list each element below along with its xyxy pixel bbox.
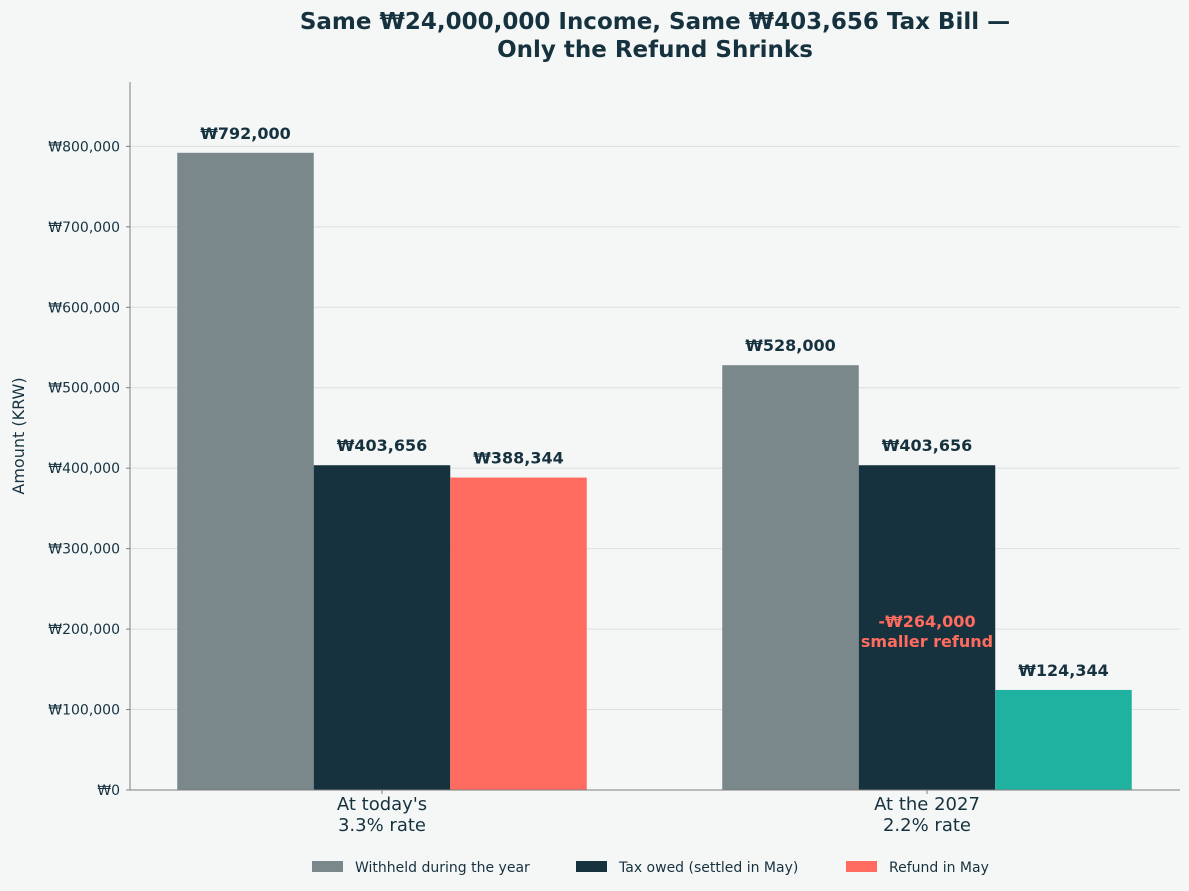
bar — [177, 152, 314, 791]
legend-label: Tax owed (settled in May) — [618, 860, 798, 876]
bar — [995, 689, 1132, 790]
y-tick-label: ₩800,000 — [48, 139, 120, 155]
data-label: ₩124,344 — [1018, 661, 1109, 680]
axes — [129, 82, 1180, 791]
legend-swatch — [846, 861, 877, 872]
chart-title-line-2: Only the Refund Shrinks — [497, 37, 813, 63]
data-label: ₩528,000 — [745, 336, 836, 355]
y-tick-label: ₩700,000 — [48, 220, 120, 236]
bar — [858, 465, 996, 790]
bar — [722, 365, 859, 790]
y-tick-label: ₩300,000 — [48, 542, 120, 558]
legend-label: Refund in May — [889, 860, 989, 876]
x-tick-label: At the 2027 — [874, 794, 980, 815]
y-tick-label: ₩400,000 — [48, 461, 120, 477]
data-label: ₩792,000 — [200, 124, 291, 143]
legend: Withheld during the year Tax owed (settle… — [312, 860, 989, 876]
annotation-text: smaller refund — [861, 632, 993, 651]
y-tick-label: ₩600,000 — [48, 300, 120, 316]
data-label: ₩403,656 — [337, 436, 428, 455]
y-axis-ticks: ₩0 ₩100,000 ₩200,000 ₩300,000 ₩400,000 ₩500,0… — [48, 139, 130, 799]
data-label: ₩403,656 — [882, 436, 973, 455]
y-tick-label: ₩100,000 — [48, 703, 120, 719]
legend-label: Withheld during the year — [355, 860, 530, 876]
y-axis-label: Amount (KRW) — [9, 377, 28, 494]
annotation-text: -₩264,000 — [878, 612, 975, 631]
y-tick-label: ₩500,000 — [48, 381, 120, 397]
x-tick-label: 3.3% rate — [338, 815, 426, 836]
x-tick-label: 2.2% rate — [883, 815, 971, 836]
x-tick-label: At today's — [337, 794, 427, 815]
chart-title: Same ₩24,000,000 Income, Same ₩403,656 T… — [300, 9, 1010, 63]
bar — [450, 477, 587, 790]
data-labels: ₩792,000 ₩403,656 ₩388,344 ₩528,000 ₩403,656… — [200, 124, 1109, 680]
y-tick-label: ₩200,000 — [48, 622, 120, 638]
bar — [313, 465, 451, 790]
y-tick-label: ₩0 — [97, 783, 120, 799]
chart-title-line-1: Same ₩24,000,000 Income, Same ₩403,656 T… — [300, 9, 1010, 35]
legend-swatch — [576, 861, 607, 872]
bars — [177, 152, 1132, 791]
data-label: ₩388,344 — [473, 449, 564, 468]
legend-swatch — [312, 861, 343, 872]
